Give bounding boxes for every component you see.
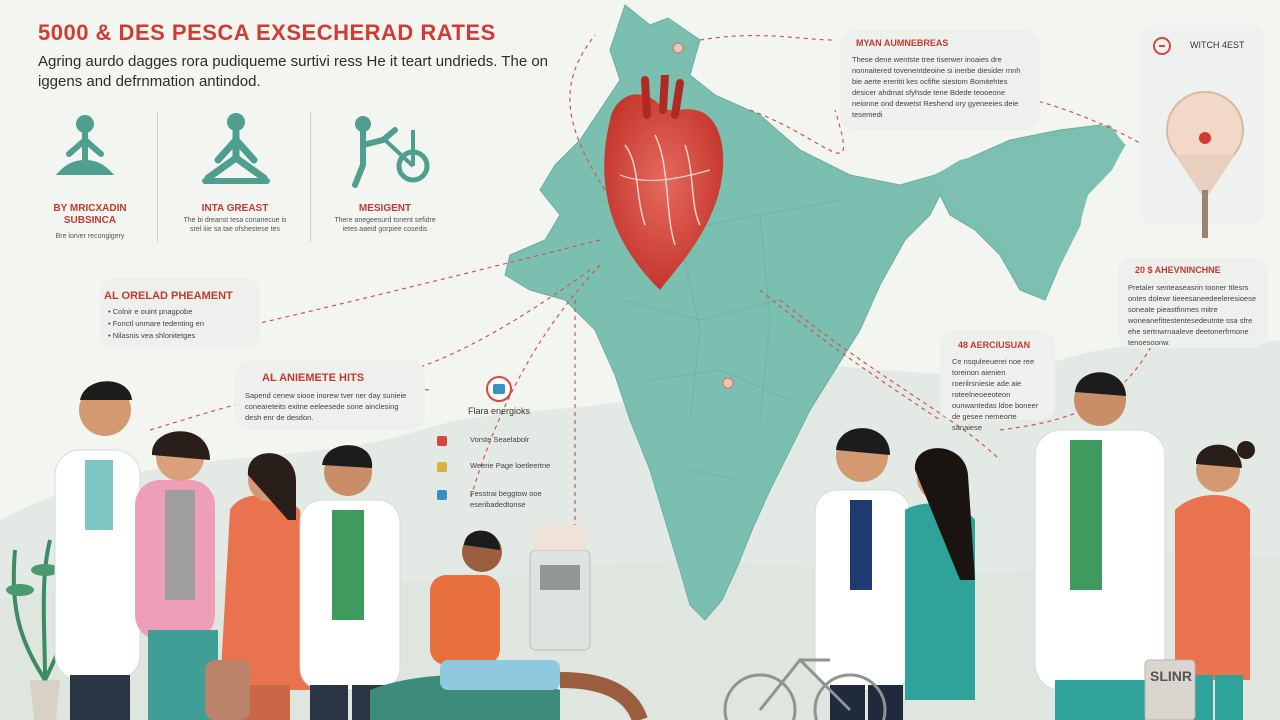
right-card-1	[1118, 258, 1268, 348]
page-subtitle: Agring aurdo dagges rora pudiqueme surti…	[38, 52, 598, 92]
handbag-icon	[205, 660, 250, 720]
india-map-northeast	[935, 125, 1125, 300]
bicycle-icon	[723, 657, 887, 720]
treatment-card	[100, 278, 260, 348]
woman-figure-4	[1175, 441, 1255, 720]
subtitle-line-1: Agring aurdo dagges rora pudiqueme surti…	[38, 53, 549, 70]
activity-label-1: BY MRICXADIN SUBSINCA	[30, 203, 150, 227]
treatment-item-1-text: Colnir e ouint pnagpobe	[112, 307, 193, 316]
right-card-1-title: 20 $ AHEVNINCHNE	[1135, 265, 1221, 275]
health-marker-icon	[1166, 91, 1244, 238]
cycling-exercise-icon	[352, 116, 430, 188]
activity-3-desc: There anegeesurd tonent sefidre ietes aa…	[334, 217, 436, 233]
treatment-item-3: • Nilasnis vea shlonitetges	[108, 331, 196, 340]
page-title: 5000 & DES PESCA EXSECHERAD RATES	[38, 20, 496, 45]
activity-2-title: INTA GREAST	[201, 203, 269, 214]
doctor-figure-3	[814, 428, 911, 720]
doctor-figure-2	[299, 445, 401, 720]
yoga-pose-icon	[202, 113, 270, 184]
treatment-item-2: • Fonctl unmare tedenting en	[108, 319, 205, 328]
legend-swatch-1	[437, 436, 447, 446]
treatment-item-1: • Colnir e ouint pnagpobe	[108, 307, 193, 316]
badge-label: WITCH 4EST	[1190, 40, 1245, 50]
top-right-title: MYAN AUMNEBREAS	[856, 38, 949, 48]
treatment-title: AL ORELAD PHEAMENT	[104, 290, 233, 302]
right-card-2-title: 48 AERCIUSUAN	[958, 340, 1031, 350]
divider	[157, 112, 158, 242]
people-illustration	[6, 372, 1255, 720]
activity-1-title: BY MRICXADIN	[53, 203, 127, 214]
woman-figure-2	[220, 453, 310, 720]
medical-machine-icon	[529, 525, 591, 651]
treatment-item-2-text: Fonctl unmare tedenting en	[112, 319, 205, 328]
meditation-figure-icon	[55, 115, 115, 175]
legend-swatch-2	[437, 462, 447, 472]
heart-illustration-icon	[604, 75, 724, 290]
activity-1-title-2: SUBSINCA	[63, 215, 117, 226]
right-card-1-body: Pretaler senteaseasrin tooner ttlesrs on…	[1128, 283, 1257, 347]
patient-figure	[370, 530, 648, 720]
legend-label-1: Vorste Seaelabolr	[470, 435, 530, 444]
activity-1-desc: Bre lorver recongigery	[55, 233, 125, 240]
legend-label-3: Fesstrai beggtow ooe eseribadedtonse	[470, 489, 542, 509]
alert-circle-icon	[1153, 37, 1171, 55]
top-right-body: These dene wentste tree tiserwer inoaies…	[852, 55, 1021, 119]
legend-label-2: Weerie Page loetleertne	[470, 461, 551, 470]
bag-label: SLINR	[1150, 668, 1192, 684]
activity-3-title: MESIGENT	[358, 203, 412, 214]
dashed-connectors	[149, 34, 1171, 540]
benefits-body: Sapend cenew siooe inorew tver ner day s…	[245, 391, 407, 422]
legend-swatch-3	[437, 490, 447, 500]
right-card-2-body: Ce nsquleeuerei noe ree toreinon aienien…	[952, 357, 1039, 432]
subtitle-line-2: iggens and defrnmation antindod.	[38, 73, 261, 90]
benefits-card	[235, 360, 425, 430]
benefits-title: AL ANIEMETE HITS	[262, 372, 365, 384]
top-right-card	[840, 30, 1040, 130]
activity-2-desc: The bi dreanst tesa conanecue is srel ii…	[183, 217, 287, 233]
clinic-badge-icon	[486, 376, 512, 402]
shopping-bag-icon	[1144, 659, 1196, 720]
treatment-item-3-text: Nilasnis vea shlonitetges	[112, 331, 196, 340]
divider	[310, 112, 311, 242]
map-marker-north	[672, 42, 684, 54]
doctor-figure-4	[1034, 372, 1166, 720]
map-marker-south	[722, 377, 734, 389]
right-card-2	[940, 330, 1055, 420]
woman-figure-3	[905, 448, 975, 700]
legend-title: Flara energioks	[468, 406, 531, 416]
doctor-figure-1	[54, 381, 141, 720]
